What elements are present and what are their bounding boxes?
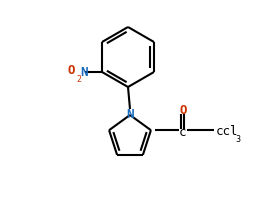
Text: 2: 2 bbox=[76, 75, 81, 84]
Text: N: N bbox=[126, 108, 134, 122]
Text: c: c bbox=[179, 126, 187, 139]
Text: N: N bbox=[80, 65, 88, 78]
Text: ccl: ccl bbox=[216, 125, 238, 138]
Text: O: O bbox=[179, 104, 187, 117]
Text: 3: 3 bbox=[235, 135, 240, 144]
Text: O: O bbox=[67, 64, 75, 77]
